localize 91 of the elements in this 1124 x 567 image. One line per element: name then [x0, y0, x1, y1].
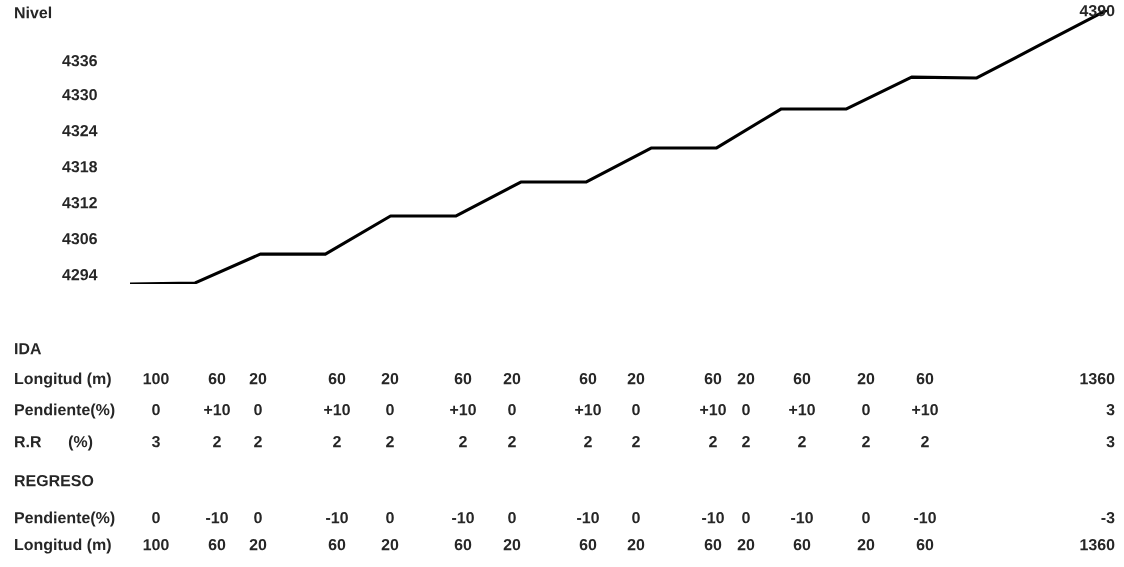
text: 2	[798, 435, 806, 448]
text: 4336	[62, 54, 97, 67]
text: 2	[254, 435, 262, 448]
text: 60	[704, 538, 722, 551]
text: 0	[386, 511, 394, 524]
text: 60	[579, 372, 597, 385]
text: +10	[575, 403, 601, 416]
text: 0	[632, 511, 640, 524]
text: 20	[627, 538, 645, 551]
text: 3	[151, 435, 160, 448]
text: 60	[793, 538, 811, 551]
text: 20	[249, 372, 267, 385]
text: 60	[328, 372, 346, 385]
text: Pendiente(%)	[15, 511, 115, 527]
text: REGRESO	[15, 474, 94, 487]
text: 4306	[62, 232, 97, 245]
text: 0	[742, 403, 750, 416]
text: 20	[381, 372, 399, 385]
text: 3	[1106, 435, 1115, 448]
text: 100	[143, 372, 169, 385]
text: 0	[386, 403, 394, 416]
text: 0	[508, 511, 516, 524]
text: -10	[326, 511, 348, 524]
text: 0	[632, 403, 640, 416]
text: 20	[503, 372, 521, 385]
text: Longitud (m)	[15, 372, 111, 388]
text: 2	[213, 435, 221, 448]
text: 60	[328, 538, 346, 551]
text: 60	[454, 538, 472, 551]
text: 0	[862, 511, 870, 524]
text: -10	[452, 511, 474, 524]
text: 20	[737, 538, 755, 551]
text: 60	[793, 372, 811, 385]
text: 2	[632, 435, 640, 448]
text: 4330	[62, 88, 97, 101]
annotation: 4294	[62, 268, 98, 281]
text: 0	[152, 511, 160, 524]
text: 60	[208, 372, 226, 385]
text: +10	[789, 403, 815, 416]
text: 2	[709, 435, 717, 448]
text: 0	[254, 403, 262, 416]
text: 2	[508, 435, 516, 448]
y-axis-title: Nivel	[15, 6, 52, 19]
text: 4312	[62, 196, 97, 209]
text: 20	[381, 538, 399, 551]
text: 60	[579, 538, 597, 551]
text: Longitud (m)	[15, 538, 111, 554]
text: 60	[916, 538, 934, 551]
text: IDA	[15, 343, 42, 355]
text: 20	[737, 372, 755, 385]
text: 2	[459, 435, 467, 448]
text: 20	[249, 538, 267, 551]
text: 20	[627, 372, 645, 385]
text: -10	[702, 511, 724, 524]
text: 60	[454, 372, 472, 385]
text: 0	[862, 403, 870, 416]
text: 20	[503, 538, 521, 551]
annotation: 4324	[62, 124, 98, 137]
text: -3	[1101, 511, 1115, 524]
text: 2	[333, 435, 341, 448]
text: 60	[916, 372, 934, 385]
text: 100	[143, 538, 169, 551]
text: +10	[324, 403, 350, 416]
text: 1360	[1080, 372, 1115, 385]
text: 20	[857, 538, 875, 551]
text: +10	[700, 403, 726, 416]
text: 2	[386, 435, 394, 448]
text: 60	[208, 538, 226, 551]
text: 0	[254, 511, 262, 524]
text: 2	[862, 435, 870, 448]
text: -10	[577, 511, 599, 524]
text: 0	[742, 511, 750, 524]
text: 2	[921, 435, 929, 448]
text: 20	[857, 372, 875, 385]
text: +10	[204, 403, 230, 416]
text: R.R (%)	[15, 435, 93, 451]
text: -10	[914, 511, 936, 524]
text: 60	[704, 372, 722, 385]
text: 1360	[1080, 538, 1115, 551]
text: +10	[912, 403, 938, 416]
annotation: 4390	[1079, 4, 1115, 17]
text: 0	[152, 403, 160, 416]
text: 2	[742, 435, 750, 448]
text: 0	[508, 403, 516, 416]
text: 4318	[62, 160, 98, 173]
text: +10	[450, 403, 476, 416]
text: -10	[206, 511, 228, 524]
text: Pendiente(%)	[15, 403, 115, 419]
text: 3	[1106, 403, 1115, 416]
text: -10	[791, 511, 813, 524]
text: 2	[584, 435, 592, 448]
